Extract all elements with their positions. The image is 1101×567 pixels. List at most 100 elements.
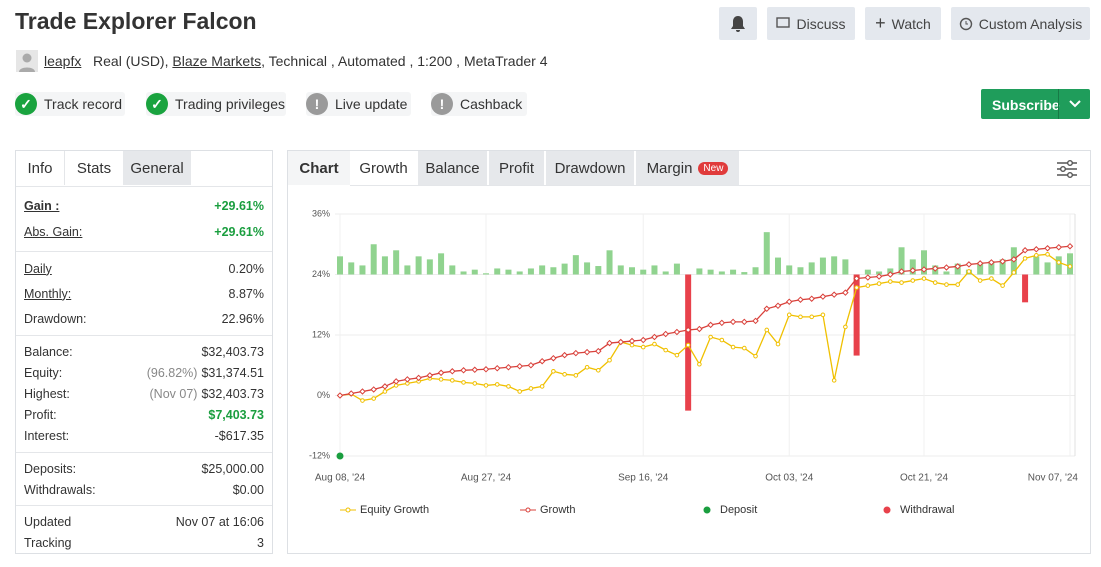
bar xyxy=(864,269,871,275)
stats-group: Updated Nov 07 at 16:06 Tracking 3 xyxy=(16,506,272,558)
bar xyxy=(853,274,860,356)
marker xyxy=(1022,256,1028,261)
marker xyxy=(1021,247,1029,254)
marker xyxy=(359,388,366,395)
stats-label[interactable]: Abs. Gain: xyxy=(24,225,83,239)
stats-label[interactable]: Daily xyxy=(24,261,52,276)
marker xyxy=(1034,253,1039,258)
stats-label: Withdrawals: xyxy=(24,482,96,497)
stats-label: Balance: xyxy=(24,344,73,359)
bar xyxy=(797,267,804,275)
broker-link[interactable]: Blaze Markets xyxy=(172,53,262,69)
marker xyxy=(774,302,782,310)
marker xyxy=(909,267,917,274)
button-label: Custom Analysis xyxy=(978,15,1083,32)
marker xyxy=(684,326,692,334)
bar xyxy=(898,247,905,275)
marker xyxy=(472,381,478,386)
marker xyxy=(977,278,983,283)
bar xyxy=(909,259,916,275)
user-link[interactable]: leapfx xyxy=(44,53,82,69)
marker xyxy=(640,344,646,350)
bar xyxy=(370,244,377,275)
badge-label: Track record xyxy=(44,96,123,112)
bar xyxy=(943,271,950,275)
stats-label[interactable]: Gain : xyxy=(24,199,60,213)
tab[interactable]: Stats xyxy=(64,151,123,185)
x-tick-label: Aug 27, '24 xyxy=(461,473,512,484)
marker xyxy=(482,366,490,373)
bar xyxy=(438,253,445,275)
stats-list: Gain : +29.61% Abs. Gain: +29.61% Daily 0.20%… xyxy=(16,186,272,558)
marker xyxy=(651,333,658,341)
marker xyxy=(1033,246,1040,253)
stats-row: Deposits: $25,000.00 xyxy=(24,458,264,479)
bar xyxy=(685,274,692,411)
bar xyxy=(999,259,1006,275)
bar xyxy=(483,273,489,275)
marker xyxy=(572,349,580,357)
marker xyxy=(887,271,894,278)
badge-label: Trading privileges xyxy=(175,96,285,112)
x-tick-label: Oct 03, '24 xyxy=(765,473,813,484)
tab[interactable]: Growth xyxy=(350,151,417,185)
tab[interactable]: Chart xyxy=(288,151,350,185)
marker xyxy=(931,265,939,272)
marker xyxy=(1010,256,1018,263)
marker xyxy=(1044,245,1051,252)
settings-icon[interactable] xyxy=(1056,159,1078,179)
marker xyxy=(370,386,377,393)
marker xyxy=(617,338,625,346)
bell-button[interactable] xyxy=(719,7,757,40)
marker xyxy=(1011,270,1017,275)
tab[interactable]: Margin New xyxy=(636,151,739,185)
subscribe-button[interactable]: Subscribe xyxy=(981,89,1090,119)
marker xyxy=(506,384,511,389)
stats-label: Profit: xyxy=(24,407,57,422)
tab[interactable]: Info xyxy=(16,151,64,185)
custom-analysis-button[interactable]: Custom Analysis xyxy=(951,7,1090,40)
marker xyxy=(1055,244,1063,251)
bar xyxy=(819,257,826,275)
bar xyxy=(348,262,355,275)
bar xyxy=(617,265,624,275)
marker xyxy=(864,274,872,281)
tab[interactable]: Balance xyxy=(418,151,487,185)
badge: ✓ Trading privileges xyxy=(146,92,286,116)
tab[interactable]: Drawdown xyxy=(546,151,634,185)
marker xyxy=(843,324,848,330)
bar xyxy=(426,259,433,275)
button-label: Watch xyxy=(891,15,931,32)
bar xyxy=(741,272,748,275)
bar xyxy=(404,265,411,275)
discuss-button[interactable]: Discuss xyxy=(767,7,855,40)
badge: ✓ Track record xyxy=(15,92,125,116)
watch-button[interactable]: + Watch xyxy=(865,7,941,40)
marker xyxy=(899,280,904,285)
stats-label[interactable]: Monthly: xyxy=(24,286,72,301)
tab[interactable]: Profit xyxy=(489,151,544,185)
marker xyxy=(842,289,849,296)
stats-value: $32,403.73 xyxy=(201,344,264,359)
bar xyxy=(1033,256,1040,275)
tab[interactable]: General xyxy=(123,151,191,185)
stats-value-wrap: $32,403.73 xyxy=(201,345,264,359)
marker xyxy=(1045,252,1050,257)
stats-value-wrap: Nov 07 at 16:06 xyxy=(176,515,264,529)
bar xyxy=(494,268,501,275)
stats-row: Highest: (Nov 07) $32,403.73 xyxy=(24,383,264,404)
marker xyxy=(932,280,938,285)
stats-panel: Info Stats General Gain : +29.61% Abs. Gai… xyxy=(15,150,273,554)
marker xyxy=(1066,242,1074,250)
marker xyxy=(471,366,479,374)
marker xyxy=(697,361,702,367)
legend-marker xyxy=(345,507,351,513)
bar xyxy=(359,265,366,275)
bar xyxy=(876,271,883,275)
bar xyxy=(651,265,658,275)
bar xyxy=(1022,274,1029,303)
bar xyxy=(763,232,770,275)
marker xyxy=(583,348,591,356)
stats-value-wrap: (Nov 07) $32,403.73 xyxy=(150,387,265,401)
stats-value-wrap: 22.96% xyxy=(222,312,264,326)
